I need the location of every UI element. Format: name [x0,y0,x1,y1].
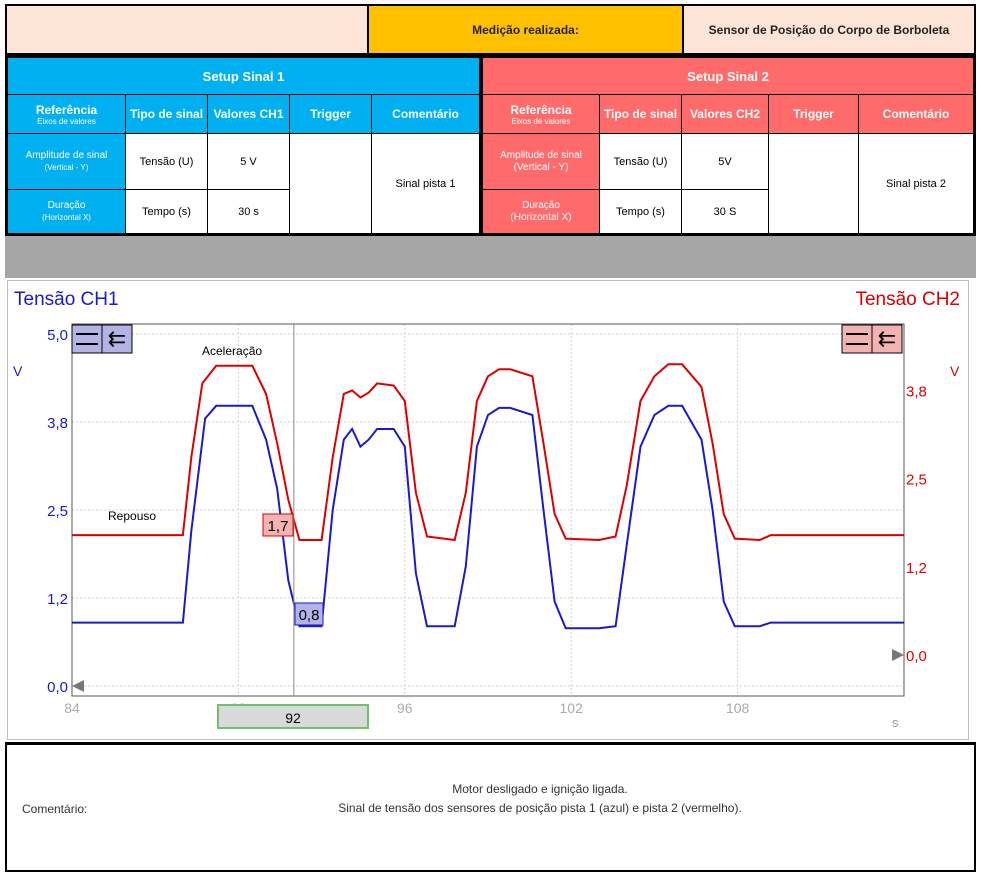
left-ticks: 0,0 1,2 2,5 3,8 5,0 [47,327,68,696]
annotation-aceleracao: Aceleração [202,344,262,358]
header-blank-cell [5,4,369,55]
col-tipo: Tipo de sinal [125,94,208,134]
row-duracao-tipo: Tempo (s) [599,189,682,234]
svg-text:1,7: 1,7 [268,518,289,535]
col-comentario: Comentário [371,94,480,134]
measurement-value: Sensor de Posição do Corpo de Borboleta [682,4,976,55]
comment-label: Comentário: [22,802,88,816]
marker-ch2-value: 1,7 [262,513,294,537]
row-amplitude-label: Amplitude de sinal (Vertical - Y) [7,133,126,190]
x-ticks: 849096102108 [64,700,749,716]
row-duracao-label: Duração (Horizontal X) [482,189,600,234]
row-amplitude-valor: 5V [681,133,769,190]
comment-text: Motor desligado e ignição ligada. Sinal … [180,780,900,818]
col-referencia: Referência Eixos de valores [482,94,600,134]
svg-text:92: 92 [285,710,301,726]
setup-signal-2: Setup Sinal 2 Referência Eixos de valores… [482,55,976,236]
series-ch1-line [72,404,904,630]
col-trigger: Trigger [768,94,859,134]
svg-text:0,8: 0,8 [299,607,320,624]
arrow-left-icon: ⇇ [108,326,126,351]
ch2-zero-marker[interactable] [892,649,904,661]
left-tick-label: 3,8 [47,415,68,432]
x-tick-label: 84 [64,700,80,716]
x-tick-label: 102 [560,700,584,716]
row-amplitude-tipo: Tensão (U) [599,133,682,190]
right-axis-title: Tensão CH2 [855,289,960,310]
right-tick-label: 2,5 [906,472,927,489]
right-tick-label: 3,8 [906,383,927,400]
trigger-cell [768,133,859,234]
comment-line-2: Sinal de tensão dos sensores de posição … [338,801,742,815]
comment-cell: Sinal pista 1 [371,133,480,234]
x-tick-label: 96 [397,700,413,716]
grid [71,324,904,696]
row-duracao-valor: 30 S [681,189,769,234]
measurement-label: Medição realizada: [369,4,682,55]
ch1-zero-marker[interactable] [72,680,84,692]
plot-frame [71,323,905,697]
comment-cell: Sinal pista 2 [858,133,974,234]
cursor-time-box[interactable]: 92 [217,704,369,729]
row-amplitude-label: Amplitude de sinal (Vertical - Y) [482,133,600,190]
left-tick-label: 1,2 [47,591,68,608]
row-amplitude-valor: 5 V [207,133,290,190]
setup-1-title: Setup Sinal 1 [7,57,480,95]
col-comentario: Comentário [858,94,974,134]
row-duracao-valor: 30 s [207,189,290,234]
right-tick-label: 1,2 [906,560,927,577]
ch2-scale-button[interactable]: ⇇ [841,324,903,354]
separator-band [5,236,976,278]
trigger-cell [289,133,372,234]
col-trigger: Trigger [289,94,372,134]
ch1-scale-button[interactable]: ⇇ [71,324,133,354]
oscilloscope-chart: Tensão CH1 Tensão CH2 V V s 0,0 1,2 2,5 3,8… [7,280,969,740]
x-tick-label: 108 [726,700,750,716]
row-duracao-tipo: Tempo (s) [125,189,208,234]
setup-1-table: Setup Sinal 1 Referência Eixos de valores… [7,57,480,234]
col-referencia: Referência Eixos de valores [7,94,126,134]
chart-svg: Tensão CH1 Tensão CH2 V V s 0,0 1,2 2,5 3,8… [13,289,960,730]
right-unit: V [950,363,960,379]
row-amplitude-tipo: Tensão (U) [125,133,208,190]
right-tick-label: 0,0 [906,648,927,665]
col-tipo: Tipo de sinal [599,94,682,134]
comment-section [5,742,976,872]
left-tick-label: 2,5 [47,503,68,520]
left-axis-title: Tensão CH1 [14,289,119,310]
left-tick-label: 5,0 [47,327,68,344]
row-duracao-label: Duração (Horizontal X) [7,189,126,234]
annotation-repouso: Repouso [108,509,156,523]
setup-2-table: Setup Sinal 2 Referência Eixos de valores… [482,57,974,234]
right-ticks: 0,0 1,2 2,5 3,8 [906,383,927,665]
arrow-left-icon: ⇇ [878,326,896,351]
marker-ch1-value: 0,8 [294,602,324,626]
col-valores: Valores CH1 [207,94,290,134]
setup-2-title: Setup Sinal 2 [482,57,974,95]
left-tick-label: 0,0 [47,679,68,696]
col-valores: Valores CH2 [681,94,769,134]
comment-line-1: Motor desligado e ignição ligada. [452,782,628,796]
left-unit: V [13,363,23,379]
setup-signal-1: Setup Sinal 1 Referência Eixos de valores… [5,55,482,236]
series-ch2-line [72,363,904,542]
x-unit: s [892,715,899,730]
